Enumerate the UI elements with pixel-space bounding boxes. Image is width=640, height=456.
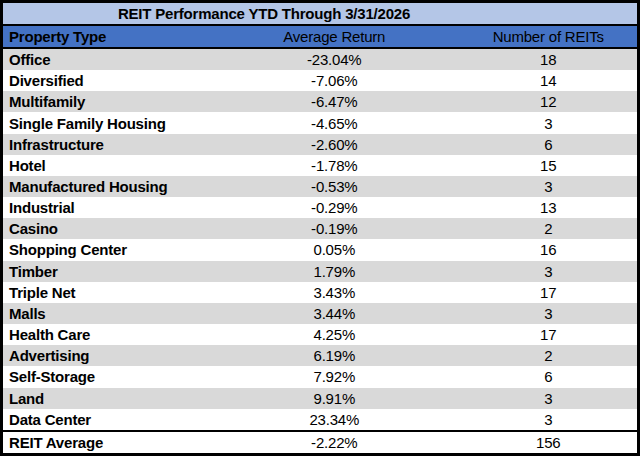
table-body: Office -23.04% 18 Diversified -7.06% 14 … — [3, 49, 637, 453]
property-type-cell: Manufactured Housing — [3, 178, 209, 195]
property-type-cell: Industrial — [3, 199, 209, 216]
average-return-cell: -6.47% — [209, 93, 459, 110]
reit-count-cell: 13 — [459, 199, 637, 216]
reit-count-cell: 2 — [459, 220, 637, 237]
reit-count-cell: 12 — [459, 93, 637, 110]
property-type-cell: Advertising — [3, 347, 209, 364]
property-type-cell: Infrastructure — [3, 136, 209, 153]
reit-count-cell: 17 — [459, 326, 637, 343]
reit-count-cell: 3 — [459, 263, 637, 280]
average-return-cell: 6.19% — [209, 347, 459, 364]
reit-count-cell: 3 — [459, 411, 637, 428]
property-type-cell: Hotel — [3, 157, 209, 174]
table-footer-row: REIT Average -2.22% 156 — [3, 430, 637, 453]
average-return-cell: -0.29% — [209, 199, 459, 216]
property-type-cell: Multifamily — [3, 93, 209, 110]
column-header-property-type: Property Type — [3, 28, 209, 45]
property-type-cell: Data Center — [3, 411, 209, 428]
property-type-cell: Land — [3, 390, 209, 407]
property-type-cell: Self-Storage — [3, 368, 209, 385]
average-return-cell: 23.34% — [209, 411, 459, 428]
table-row: Multifamily -6.47% 12 — [3, 91, 637, 112]
table-row: Single Family Housing -4.65% 3 — [3, 112, 637, 133]
reit-count-cell: 156 — [459, 434, 637, 451]
property-type-cell: Malls — [3, 305, 209, 322]
average-return-cell: 9.91% — [209, 390, 459, 407]
average-return-cell: 3.43% — [209, 284, 459, 301]
table-row: Casino -0.19% 2 — [3, 218, 637, 239]
average-return-cell: 3.44% — [209, 305, 459, 322]
average-return-cell: -0.19% — [209, 220, 459, 237]
property-type-cell: Timber — [3, 263, 209, 280]
average-return-cell: 0.05% — [209, 241, 459, 258]
reit-count-cell: 3 — [459, 305, 637, 322]
table-row: Malls 3.44% 3 — [3, 303, 637, 324]
table-title-bar: REIT Performance YTD Through 3/31/2026 — [3, 3, 637, 26]
property-type-cell: Diversified — [3, 72, 209, 89]
average-return-cell: -23.04% — [209, 51, 459, 68]
table-row: Office -23.04% 18 — [3, 49, 637, 70]
table-row: Land 9.91% 3 — [3, 388, 637, 409]
reit-count-cell: 15 — [459, 157, 637, 174]
table-row: Industrial -0.29% 13 — [3, 197, 637, 218]
average-return-cell: 7.92% — [209, 368, 459, 385]
table-row: Diversified -7.06% 14 — [3, 70, 637, 91]
reit-count-cell: 6 — [459, 136, 637, 153]
table-row: Data Center 23.34% 3 — [3, 409, 637, 430]
reit-performance-table: REIT Performance YTD Through 3/31/2026 P… — [0, 0, 640, 456]
average-return-cell: -0.53% — [209, 178, 459, 195]
table-row: Shopping Center 0.05% 16 — [3, 239, 637, 260]
table-row: Triple Net 3.43% 17 — [3, 282, 637, 303]
property-type-cell: Shopping Center — [3, 241, 209, 258]
table-row: Health Care 4.25% 17 — [3, 324, 637, 345]
average-return-cell: -4.65% — [209, 115, 459, 132]
reit-count-cell: 16 — [459, 241, 637, 258]
property-type-cell: Single Family Housing — [3, 115, 209, 132]
table-row: Hotel -1.78% 15 — [3, 155, 637, 176]
property-type-cell: Health Care — [3, 326, 209, 343]
reit-count-cell: 3 — [459, 115, 637, 132]
column-header-number-of-reits: Number of REITs — [459, 28, 637, 45]
table-row: Advertising 6.19% 2 — [3, 345, 637, 366]
reit-count-cell: 3 — [459, 390, 637, 407]
reit-count-cell: 2 — [459, 347, 637, 364]
reit-count-cell: 3 — [459, 178, 637, 195]
reit-count-cell: 14 — [459, 72, 637, 89]
reit-count-cell: 18 — [459, 51, 637, 68]
table-title: REIT Performance YTD Through 3/31/2026 — [118, 5, 410, 22]
table-row: Timber 1.79% 3 — [3, 261, 637, 282]
property-type-cell: Office — [3, 51, 209, 68]
average-return-cell: 4.25% — [209, 326, 459, 343]
average-return-cell: -7.06% — [209, 72, 459, 89]
reit-count-cell: 6 — [459, 368, 637, 385]
average-return-cell: -1.78% — [209, 157, 459, 174]
table-row: Self-Storage 7.92% 6 — [3, 366, 637, 387]
property-type-cell: Casino — [3, 220, 209, 237]
column-header-average-return: Average Return — [209, 28, 459, 45]
property-type-cell: Triple Net — [3, 284, 209, 301]
table-row: Infrastructure -2.60% 6 — [3, 134, 637, 155]
average-return-cell: -2.60% — [209, 136, 459, 153]
average-return-cell: -2.22% — [209, 434, 459, 451]
table-row: Manufactured Housing -0.53% 3 — [3, 176, 637, 197]
property-type-cell: REIT Average — [3, 434, 209, 451]
reit-count-cell: 17 — [459, 284, 637, 301]
average-return-cell: 1.79% — [209, 263, 459, 280]
table-header-row: Property Type Average Return Number of R… — [3, 26, 637, 49]
